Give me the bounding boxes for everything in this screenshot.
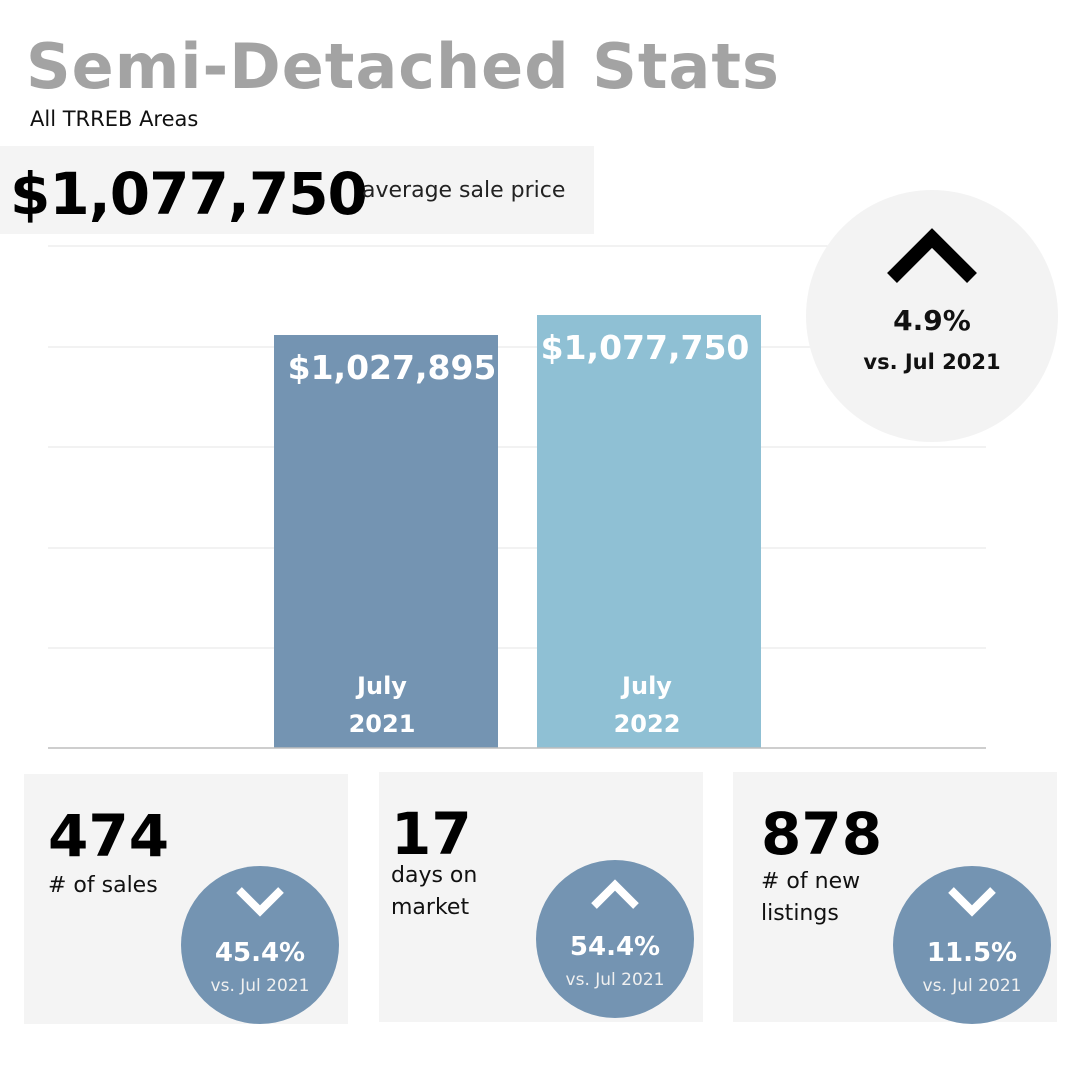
days-on-market-label: days on market <box>391 860 551 924</box>
average-price-label: average sale price <box>362 178 566 203</box>
days-on-market-value: 17 <box>391 800 472 868</box>
page-subtitle: All TRREB Areas <box>30 107 199 131</box>
listings-change-percent: 11.5% <box>926 938 1018 968</box>
listings-change-circle: 11.5% vs. Jul 2021 <box>893 866 1051 1024</box>
chevron-up-icon <box>887 228 977 283</box>
sales-count: 474 <box>48 802 170 870</box>
average-price-value: $1,077,750 <box>10 160 368 228</box>
stat-card-sales: 474 # of sales 45.4% vs. Jul 2021 <box>24 774 348 1024</box>
bar-value-label: $1,077,750 <box>541 328 750 367</box>
sales-change-circle: 45.4% vs. Jul 2021 <box>181 866 339 1024</box>
chevron-up-icon <box>591 879 639 909</box>
listings-label-line: # of new <box>761 869 861 894</box>
new-listings-value: 878 <box>761 800 883 868</box>
price-change-compare: vs. Jul 2021 <box>863 350 1001 374</box>
bar-category-label: July <box>620 672 672 700</box>
bar-1 <box>274 335 498 748</box>
days-label-line: days on <box>391 863 478 888</box>
days-change-circle: 54.4% vs. Jul 2021 <box>536 860 694 1018</box>
bar-value-label: $1,027,895 <box>288 348 497 387</box>
bar-category-label: 2022 <box>614 710 681 738</box>
chevron-down-icon <box>948 887 996 917</box>
new-listings-label: # of new listings <box>761 866 921 930</box>
sales-change-percent: 45.4% <box>214 938 306 968</box>
sales-label: # of sales <box>48 870 208 902</box>
bar-category-label: July <box>355 672 407 700</box>
bar-2 <box>537 315 761 748</box>
sales-change-compare: vs. Jul 2021 <box>210 976 310 996</box>
chevron-down-icon <box>236 887 284 917</box>
price-change-percent: 4.9% <box>893 304 971 337</box>
listings-label-line: listings <box>761 901 839 926</box>
days-change-compare: vs. Jul 2021 <box>565 970 665 990</box>
price-change-circle: 4.9% vs. Jul 2021 <box>806 190 1058 442</box>
bar-category-label: 2021 <box>349 710 416 738</box>
listings-change-compare: vs. Jul 2021 <box>922 976 1022 996</box>
stat-card-new-listings: 878 # of new listings 11.5% vs. Jul 2021 <box>733 772 1057 1024</box>
sales-label-line: # of sales <box>48 873 158 898</box>
days-change-percent: 54.4% <box>569 932 661 962</box>
average-price-panel <box>0 146 594 234</box>
days-label-line: market <box>391 895 470 920</box>
page-title: Semi-Detached Stats <box>26 30 780 103</box>
stat-card-days-on-market: 17 days on market 54.4% vs. Jul 2021 <box>379 772 703 1022</box>
